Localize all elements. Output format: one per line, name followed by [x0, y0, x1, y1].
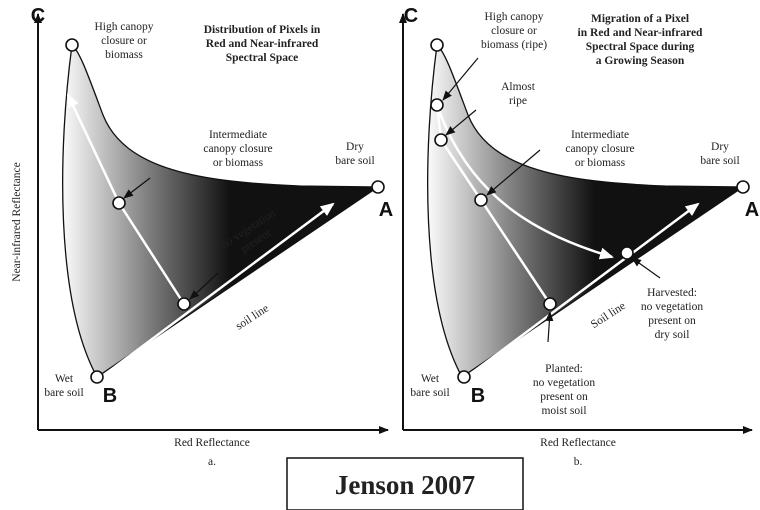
annotation: closure or — [491, 25, 537, 37]
annotation: biomass (ripe) — [481, 39, 547, 51]
annotation: Almost — [501, 81, 536, 93]
point — [371, 180, 385, 194]
annotation: no vegetation — [641, 301, 704, 313]
annotation: Wet — [421, 373, 440, 385]
annotation: no vegetation — [533, 377, 596, 389]
pointer — [189, 272, 219, 300]
point — [474, 193, 488, 207]
corner-label: A — [745, 199, 759, 221]
annotation: bare soil — [44, 387, 83, 399]
y-axis-label: Near-infrared Reflectance — [11, 162, 23, 281]
corner-label: C — [404, 5, 418, 27]
credit: Jenson 2007 — [335, 470, 475, 500]
annotation: dry soil — [655, 329, 690, 341]
annotation: Harvested: — [647, 287, 697, 299]
point — [430, 38, 444, 52]
point — [430, 98, 444, 112]
panel-title: in Red and Near-infrared — [578, 27, 704, 39]
point — [177, 297, 191, 311]
panel-title: Spectral Space during — [586, 41, 695, 53]
corner-label: B — [103, 385, 117, 407]
point — [736, 180, 750, 194]
pointer — [445, 109, 477, 136]
annotation: bare soil — [335, 155, 374, 167]
x-axis-label: Red Reflectance — [540, 437, 616, 449]
annotation: closure or — [101, 35, 147, 47]
annotation: bare soil — [410, 387, 449, 399]
annotation: canopy closure — [565, 143, 634, 155]
point — [112, 196, 126, 210]
pointer — [486, 149, 541, 196]
panel-title: Migration of a Pixel — [591, 13, 689, 25]
annotation: Planted: — [545, 363, 583, 375]
annotation: or biomass — [213, 157, 264, 169]
caption: a. — [208, 456, 216, 468]
annotation: Dry — [711, 141, 729, 153]
panel-title: a Growing Season — [596, 55, 685, 67]
panel-title: Distribution of Pixels in — [204, 24, 321, 36]
annotation: Intermediate — [209, 129, 267, 141]
trajectory — [99, 202, 335, 380]
trajectory — [435, 104, 614, 260]
annotation: or biomass — [575, 157, 626, 169]
corner-label: B — [471, 385, 485, 407]
annotation: ripe — [509, 95, 527, 107]
annotation: moist soil — [541, 405, 586, 417]
corner-label: C — [31, 5, 45, 27]
corner-label: A — [379, 199, 393, 221]
pointer — [631, 257, 661, 279]
annotation: Wet — [55, 373, 74, 385]
annotation: Soil line — [589, 300, 628, 331]
annotation: soil line — [234, 302, 271, 332]
x-axis-label: Red Reflectance — [174, 437, 250, 449]
caption: b. — [574, 456, 583, 468]
point — [457, 370, 471, 384]
panel-title: Spectral Space — [226, 52, 299, 64]
annotation: canopy closure — [203, 143, 272, 155]
point — [434, 133, 448, 147]
point — [543, 297, 557, 311]
annotation: Intermediate — [571, 129, 629, 141]
credit-box — [286, 457, 524, 510]
trajectory — [464, 202, 700, 380]
annotation: bare soil — [700, 155, 739, 167]
annotation: High canopy — [484, 11, 543, 23]
annotation: biomass — [105, 49, 143, 61]
point — [620, 246, 634, 260]
annotation: present on — [540, 391, 588, 403]
annotation: Dry — [346, 141, 364, 153]
annotation: present on — [648, 315, 696, 327]
point — [65, 38, 79, 52]
panel-title: Red and Near-infrared — [206, 38, 319, 50]
pointer — [442, 57, 479, 101]
pointer — [545, 311, 554, 343]
point — [90, 370, 104, 384]
pointer — [123, 177, 151, 199]
trajectory — [435, 104, 552, 305]
annotation: High canopy — [94, 21, 153, 33]
spectral-space — [427, 43, 746, 378]
spectral-space — [62, 43, 381, 378]
